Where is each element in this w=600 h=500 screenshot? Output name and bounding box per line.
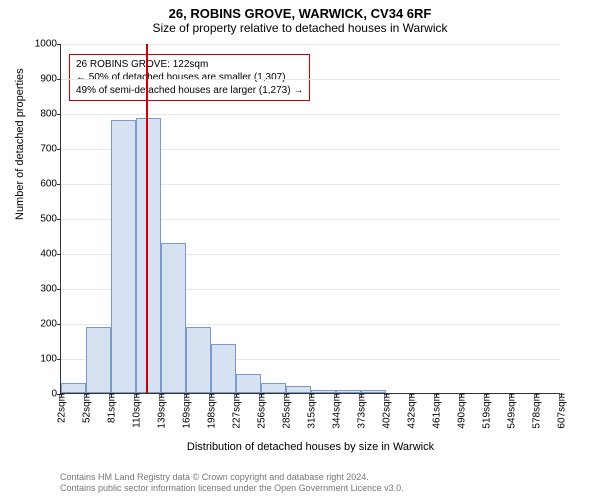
y-tick-label: 200 [40,319,61,330]
gridline [61,114,560,115]
histogram-bar [236,374,261,393]
x-tick-label: 315sqm [305,393,318,429]
x-tick-label: 519sqm [480,393,493,429]
x-tick-label: 110sqm [130,393,143,428]
histogram-bar [161,243,186,394]
x-tick-label: 256sqm [255,393,268,429]
x-tick-label: 81sqm [105,393,118,423]
histogram-bar [136,118,161,393]
x-tick-label: 169sqm [180,393,193,429]
histogram-bar [211,344,236,393]
y-tick-label: 1000 [35,39,61,50]
histogram-bar [61,383,86,393]
x-tick-label: 490sqm [455,393,468,429]
y-tick-label: 300 [40,284,61,295]
histogram-bar [286,386,311,393]
x-tick-label: 344sqm [330,393,343,429]
chart-plot-area: 26 ROBINS GROVE: 122sqm ← 50% of detache… [60,44,560,394]
x-tick-label: 402sqm [380,393,393,429]
gridline [61,44,560,45]
y-tick-label: 100 [40,354,61,365]
annotation-line: ← 50% of detached houses are smaller (1,… [76,71,303,84]
x-tick-label: 198sqm [205,393,218,429]
x-tick-label: 549sqm [505,393,518,429]
x-tick-label: 578sqm [530,393,543,429]
x-tick-label: 52sqm [80,393,93,423]
x-tick-label: 139sqm [155,393,168,429]
y-tick-label: 900 [40,74,61,85]
x-tick-label: 607sqm [555,393,568,429]
histogram-bar [186,327,211,394]
chart-title: 26, ROBINS GROVE, WARWICK, CV34 6RF [0,6,600,21]
annotation-line: 49% of semi-detached houses are larger (… [76,84,303,97]
y-axis-label: Number of detached properties [14,68,26,220]
x-tick-label: 432sqm [405,393,418,429]
x-tick-label: 22sqm [55,393,68,423]
x-tick-label: 461sqm [430,393,443,429]
histogram-bar [86,327,111,394]
annotation-box: 26 ROBINS GROVE: 122sqm ← 50% of detache… [69,54,310,101]
x-tick-label: 285sqm [280,393,293,429]
x-tick-label: 373sqm [355,393,368,429]
x-axis-label: Distribution of detached houses by size … [61,441,560,453]
chart-subtitle: Size of property relative to detached ho… [0,21,600,35]
footer-note: Contains HM Land Registry data © Crown c… [60,472,404,495]
annotation-line: 26 ROBINS GROVE: 122sqm [76,58,303,71]
histogram-bar [111,120,136,393]
y-tick-label: 800 [40,109,61,120]
y-tick-label: 600 [40,179,61,190]
y-tick-label: 500 [40,214,61,225]
histogram-bar [261,383,286,394]
x-tick-label: 227sqm [230,393,243,429]
gridline [61,79,560,80]
title-block: 26, ROBINS GROVE, WARWICK, CV34 6RF Size… [0,0,600,35]
footer-line: Contains public sector information licen… [60,483,404,494]
y-tick-label: 700 [40,144,61,155]
y-tick-label: 400 [40,249,61,260]
footer-line: Contains HM Land Registry data © Crown c… [60,472,404,483]
reference-line [146,44,148,393]
